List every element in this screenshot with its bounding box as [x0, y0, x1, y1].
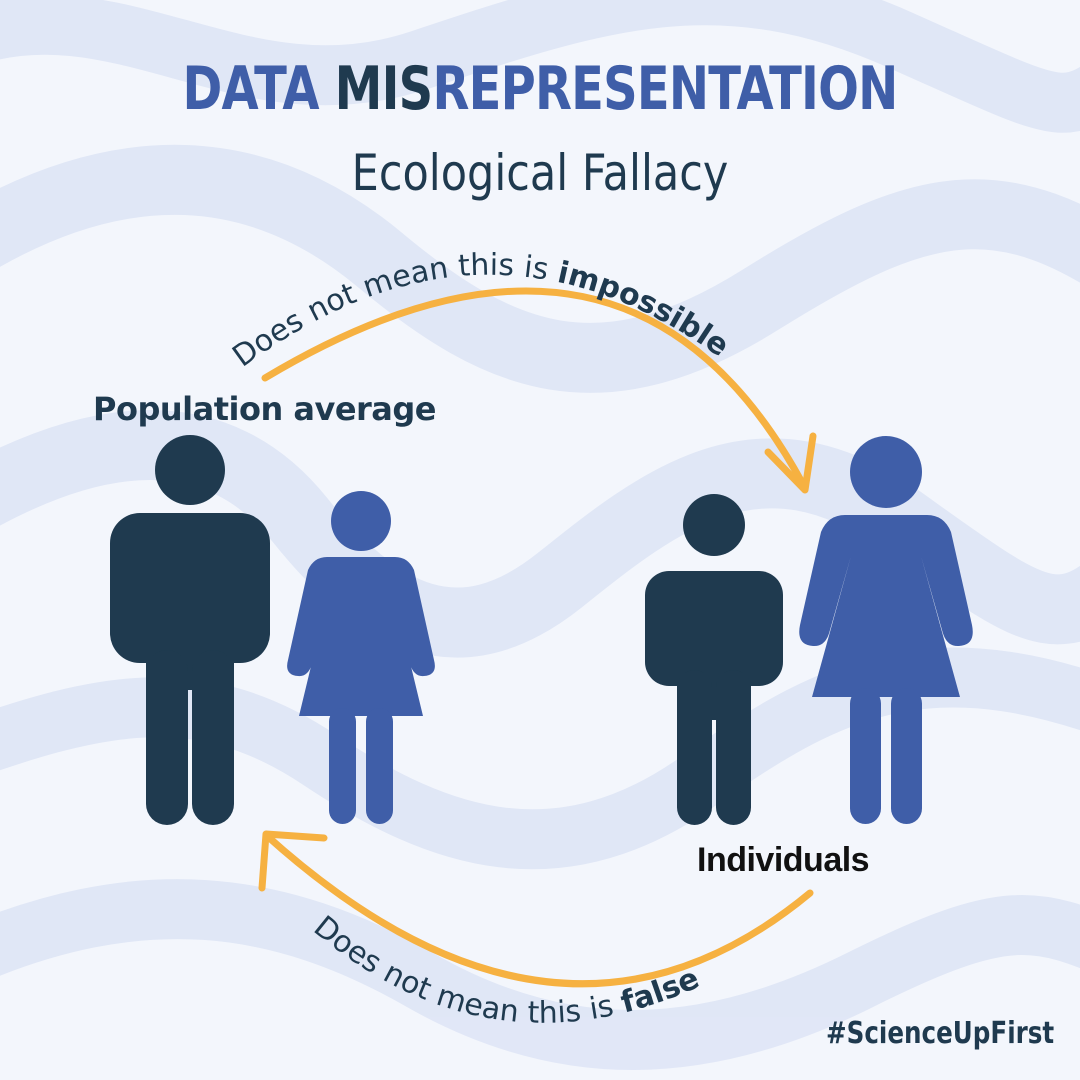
- top-arrow-text-main: Does not mean this is: [226, 248, 561, 375]
- individuals-label: Individuals: [697, 841, 870, 879]
- bottom-arrow: [258, 830, 814, 988]
- man-icon: [645, 494, 783, 825]
- bottom-arrowhead-icon: [258, 830, 328, 892]
- title-part-representation: REPRESENTATION: [432, 54, 898, 124]
- woman-icon: [287, 491, 435, 824]
- hashtag[interactable]: #ScienceUpFirst: [826, 1016, 1055, 1051]
- woman-icon: [799, 436, 973, 824]
- top-arrow-text-emphasis: impossible: [554, 255, 735, 364]
- bottom-arrow-text-main: Does not mean this is: [307, 909, 626, 1031]
- top-arrow-curve: [261, 287, 809, 492]
- top-arrow: [261, 287, 817, 494]
- bottom-arrow-curve: [262, 831, 814, 988]
- subtitle: Ecological Fallacy: [351, 144, 729, 202]
- main-title: DATA MISREPRESENTATION: [108, 56, 972, 122]
- top-arrowhead-icon: [764, 432, 817, 494]
- bottom-arrow-text: Does not mean this is false: [307, 909, 704, 1031]
- title-part-data: DATA: [182, 54, 335, 124]
- title-part-mis: MIS: [334, 54, 434, 124]
- man-icon: [110, 435, 270, 825]
- population-average-label: Population average: [93, 390, 437, 428]
